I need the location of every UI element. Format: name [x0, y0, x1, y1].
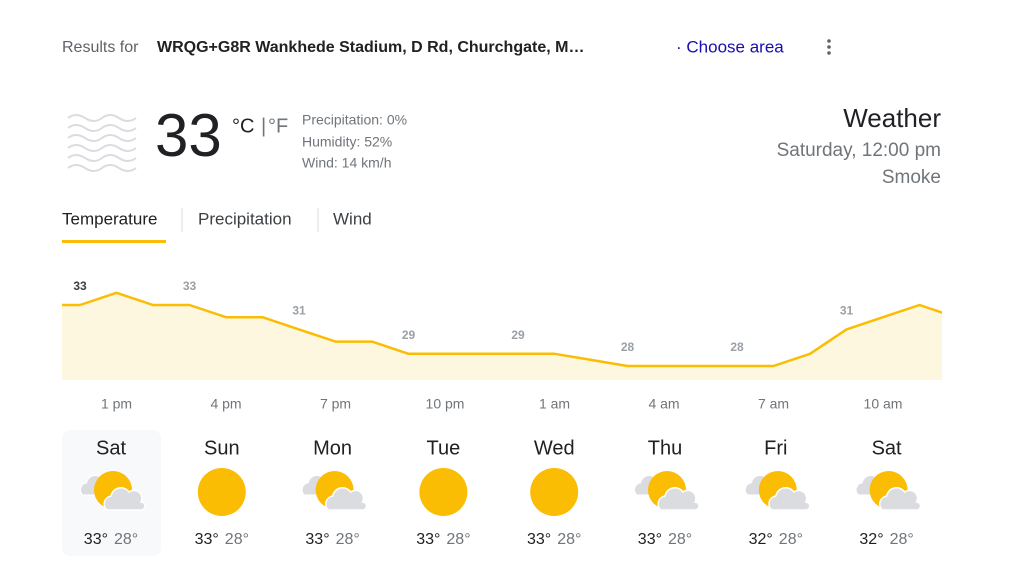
high-temp: 33° — [527, 531, 551, 548]
forecast-day[interactable]: Sat 33° 28° — [79, 437, 146, 548]
day-name: Tue — [427, 437, 461, 459]
low-temp: 28° — [890, 531, 914, 548]
unit-c[interactable]: °C — [232, 115, 254, 137]
time-label: 10 am — [864, 396, 903, 412]
results-prefix: Results for — [62, 39, 139, 56]
choose-area[interactable]: · Choose area — [676, 37, 784, 56]
low-temp: 28° — [114, 531, 138, 548]
cloud — [768, 487, 811, 511]
time-label: 4 pm — [210, 396, 241, 412]
forecast-day[interactable]: Thu 33° 28° — [633, 437, 700, 548]
time-label: 4 am — [648, 396, 679, 412]
sun — [419, 468, 468, 516]
day-name: Wed — [534, 437, 575, 459]
day-name: Mon — [313, 437, 352, 459]
forecast-day[interactable]: Tue 33° 28° — [416, 437, 470, 548]
temperature-chart — [62, 291, 942, 380]
summary-condition: Smoke — [882, 167, 941, 188]
current-temp: 33 — [155, 102, 222, 169]
day-icon — [197, 468, 246, 516]
data-label: 33 — [73, 279, 87, 293]
day-icon — [79, 471, 146, 511]
cloud — [325, 487, 368, 511]
day-icon — [855, 471, 922, 511]
wind: Wind: 14 km/h — [302, 155, 391, 171]
temperature-line — [79, 291, 942, 368]
day-name: Sat — [872, 437, 902, 459]
day-icon — [419, 468, 468, 516]
summary-title: Weather — [843, 103, 941, 133]
day-icon — [744, 471, 811, 511]
tab[interactable]: Wind — [333, 209, 372, 228]
forecast-day[interactable]: Wed 33° 28° — [527, 437, 581, 548]
data-label: 28 — [621, 340, 635, 354]
sun — [530, 468, 579, 516]
weather-icon — [67, 114, 137, 172]
high-temp: 33° — [84, 531, 108, 548]
day-name: Sat — [96, 437, 126, 459]
time-label: 7 pm — [320, 396, 351, 412]
forecast-day[interactable]: Fri 32° 28° — [744, 437, 811, 548]
unit-f[interactable]: °F — [268, 115, 288, 137]
forecast-day[interactable]: Sun 33° 28° — [195, 437, 249, 548]
high-temp: 32° — [859, 531, 883, 548]
cloud — [879, 487, 922, 511]
tab[interactable]: Precipitation — [198, 209, 292, 228]
summary-time: Saturday, 12:00 pm — [777, 140, 941, 161]
menu-button[interactable] — [827, 39, 831, 55]
location: WRQG+G8R Wankhede Stadium, D Rd, Churchg… — [157, 39, 584, 56]
high-temp: 32° — [749, 531, 773, 548]
data-label: 28 — [730, 340, 744, 354]
high-temp: 33° — [305, 531, 329, 548]
tab[interactable]: Temperature — [62, 209, 157, 228]
day-icon — [633, 471, 700, 511]
data-label: 31 — [840, 304, 854, 318]
low-temp: 28° — [668, 531, 692, 548]
time-label: 7 am — [758, 396, 789, 412]
data-label: 29 — [511, 328, 525, 342]
data-label: 29 — [402, 328, 416, 342]
low-temp: 28° — [557, 531, 581, 548]
unit-separator: | — [261, 115, 266, 137]
data-label: 31 — [292, 304, 306, 318]
time-label: 10 pm — [426, 396, 465, 412]
sun — [197, 468, 246, 516]
forecast-day[interactable]: Mon 33° 28° — [301, 437, 368, 548]
low-temp: 28° — [779, 531, 803, 548]
time-label: 1 pm — [101, 396, 132, 412]
time-label: 1 am — [539, 396, 570, 412]
day-icon — [301, 471, 368, 511]
low-temp: 28° — [446, 531, 470, 548]
cloud — [657, 487, 700, 511]
forecast-day[interactable]: Sat 32° 28° — [855, 437, 922, 548]
precipitation: Precipitation: 0% — [302, 112, 407, 128]
data-label: 33 — [183, 279, 197, 293]
high-temp: 33° — [416, 531, 440, 548]
tab-underline — [62, 240, 166, 243]
area — [62, 292, 942, 380]
low-temp: 28° — [225, 531, 249, 548]
day-name: Sun — [204, 437, 240, 459]
humidity: Humidity: 52% — [302, 134, 392, 150]
cloud — [103, 487, 146, 511]
day-icon — [530, 468, 579, 516]
high-temp: 33° — [195, 531, 219, 548]
low-temp: 28° — [336, 531, 360, 548]
day-name: Thu — [648, 437, 682, 459]
day-name: Fri — [764, 437, 787, 459]
high-temp: 33° — [638, 531, 662, 548]
